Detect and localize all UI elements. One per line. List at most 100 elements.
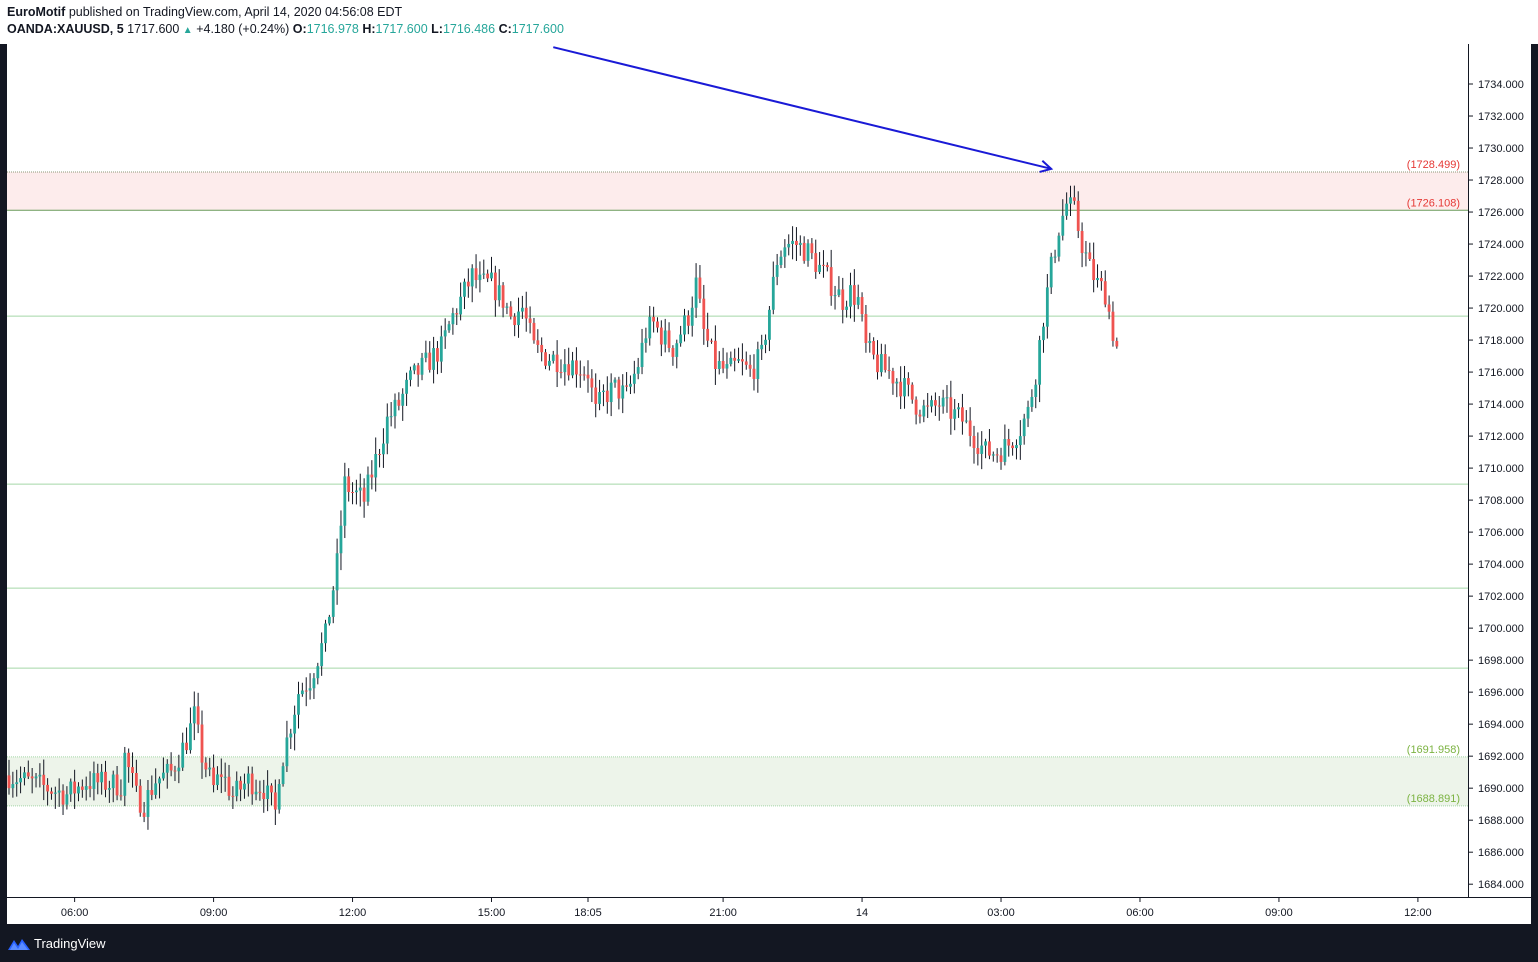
price-tick-label: 1694.000	[1478, 719, 1524, 731]
candle-body	[941, 397, 945, 407]
candle-body	[15, 782, 19, 785]
candle-body	[1034, 384, 1038, 397]
candle-body	[976, 448, 980, 454]
candle-body	[300, 690, 304, 695]
symbol-name[interactable]: OANDA:XAUUSD, 5	[7, 22, 124, 36]
price-tick-label: 1688.000	[1478, 815, 1524, 827]
candle-body	[482, 273, 486, 275]
zones-layer	[7, 171, 1468, 807]
candle-body	[69, 781, 73, 795]
candle-body	[486, 273, 490, 279]
candle-body	[648, 316, 652, 339]
candle-body	[227, 776, 231, 796]
candle-body	[250, 773, 254, 795]
open-label: O:	[292, 22, 307, 36]
candle-body	[733, 357, 737, 361]
candle-body	[906, 378, 910, 385]
candle-body	[540, 344, 544, 353]
candle-body	[1042, 326, 1045, 341]
arrow-layer	[553, 46, 1054, 173]
candle-body	[586, 374, 590, 379]
candle-body	[289, 733, 293, 738]
candle-body	[316, 666, 320, 679]
candle-body	[768, 309, 771, 340]
candle-body	[65, 794, 69, 805]
candle-body	[771, 276, 775, 310]
candle-body	[189, 723, 192, 751]
candle-body	[131, 767, 134, 773]
resistance-zone	[7, 172, 1468, 211]
candle-body	[23, 772, 26, 779]
candle-body	[262, 792, 266, 800]
candle-body	[517, 311, 520, 326]
candle-body	[324, 623, 327, 644]
candle-body	[436, 348, 439, 362]
candle-body	[644, 338, 648, 343]
candle-body	[841, 289, 845, 310]
support-bottom-label: (1688.891)	[1407, 793, 1460, 805]
tradingview-logo-icon[interactable]	[7, 936, 31, 952]
candle-body	[887, 369, 891, 372]
candle-body	[652, 316, 656, 322]
candle-body	[613, 379, 617, 383]
time-axis[interactable]: 06:00 09:00 12:00 15:00 18:05 21:00 14 03:00 06:…	[61, 897, 1432, 919]
price-tick-label: 1684.000	[1478, 879, 1524, 891]
candle-body	[1096, 277, 1099, 281]
candle-body	[416, 365, 420, 375]
candle-body	[235, 780, 239, 797]
candle-body	[497, 285, 501, 301]
candle-body	[1080, 230, 1084, 254]
candle-body	[571, 360, 574, 376]
candle-body	[621, 385, 625, 399]
candle-body	[741, 359, 744, 362]
candle-body	[115, 774, 119, 796]
candle-body	[520, 307, 524, 312]
candle-body	[38, 774, 42, 777]
close-label: C:	[498, 22, 512, 36]
candle-body	[177, 767, 181, 772]
candle-body	[891, 371, 895, 384]
price-tick-label: 1692.000	[1478, 751, 1524, 763]
candle-body	[312, 678, 316, 689]
candle-body	[775, 265, 779, 277]
candle-body	[304, 690, 308, 692]
candle-body	[219, 774, 223, 777]
candle-body	[814, 253, 818, 272]
candle-body	[1007, 439, 1011, 446]
candle-body	[1069, 197, 1072, 204]
candle-body	[895, 381, 899, 384]
price-chart[interactable]: 1684.000 1686.000 1688.000 1690.000 1692.000…	[0, 44, 1538, 926]
candle-body	[1018, 436, 1022, 446]
candle-body	[629, 383, 632, 387]
author-name[interactable]: EuroMotif	[7, 5, 66, 19]
candle-body	[1038, 340, 1042, 385]
footer-brand[interactable]: TradingView	[34, 936, 106, 951]
candle-body	[42, 774, 46, 785]
price-tick-label: 1704.000	[1478, 559, 1524, 571]
candle-body	[212, 767, 215, 786]
candle-body	[243, 783, 246, 790]
candle-body	[397, 399, 401, 406]
candle-body	[910, 384, 914, 400]
high-label: H:	[362, 22, 376, 36]
candle-body	[466, 281, 470, 287]
candle-body	[34, 776, 38, 779]
price-tick-label: 1718.000	[1478, 335, 1524, 347]
candle-body	[578, 374, 582, 376]
price-tick-label: 1720.000	[1478, 303, 1524, 315]
price-axis[interactable]: 1684.000 1686.000 1688.000 1690.000 1692.000…	[1468, 79, 1524, 891]
candle-body	[358, 487, 362, 491]
candle-body	[1076, 200, 1080, 231]
candle-body	[231, 795, 235, 797]
low-label: L:	[431, 22, 443, 36]
candle-body	[934, 400, 937, 406]
candle-body	[96, 773, 100, 783]
candle-body	[598, 392, 601, 404]
candle-body	[636, 367, 640, 374]
candle-body	[509, 306, 513, 317]
candle-body	[470, 268, 474, 287]
trend-arrow-line	[553, 46, 1052, 170]
candle-body	[686, 315, 690, 326]
candle-body	[984, 441, 987, 446]
candle-body	[605, 390, 609, 403]
